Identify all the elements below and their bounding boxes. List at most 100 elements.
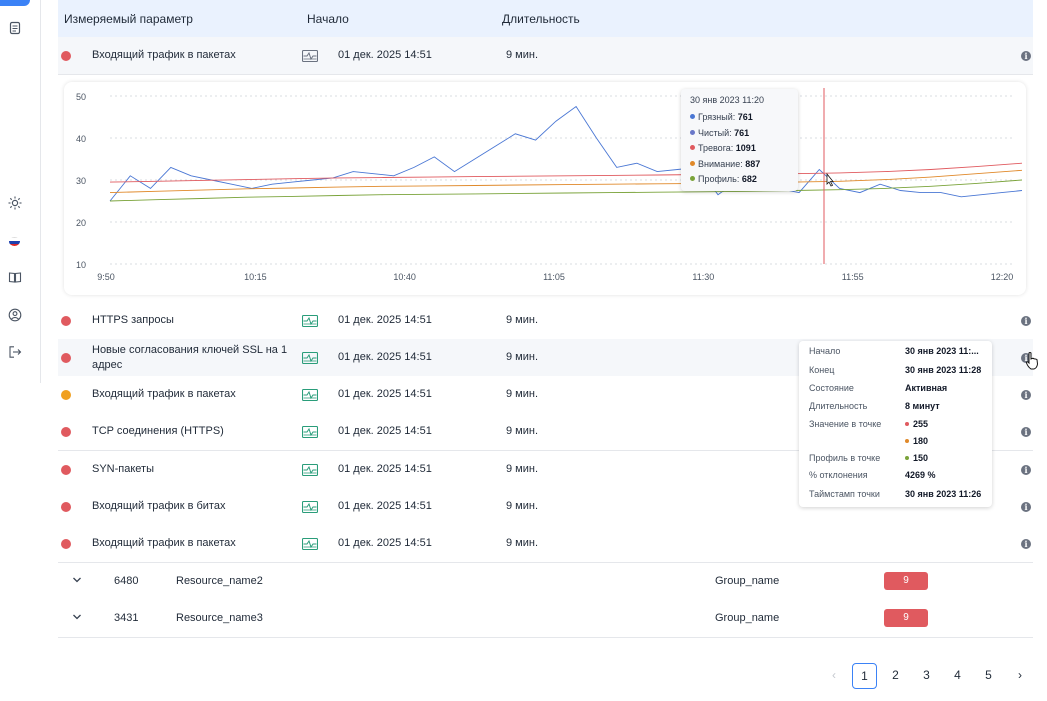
- active-nav-indicator[interactable]: [0, 0, 30, 6]
- chart-toggle-icon[interactable]: [302, 315, 318, 327]
- tooltip-value: 761: [734, 127, 750, 138]
- count-badge: 9: [884, 572, 928, 590]
- detail-value: 30 янв 2023 11:28: [905, 365, 982, 375]
- status-dot: [61, 316, 71, 326]
- duration: 9 мин.: [506, 463, 539, 475]
- series-line: [109, 179, 1023, 202]
- chart-toggle-icon[interactable]: [302, 501, 318, 513]
- page-button[interactable]: 5: [985, 668, 992, 682]
- info-icon[interactable]: i: [1021, 427, 1031, 437]
- info-icon[interactable]: i: [1021, 390, 1031, 400]
- table-row[interactable]: HTTPS запросы 01 дек. 2025 14:51 9 мин. …: [58, 302, 1033, 340]
- detail-value: 255: [905, 419, 928, 429]
- line-chart[interactable]: 50 40 30 20 10 9:50 10:15 10:40 11:05 11:30 11:55 1…: [64, 82, 1026, 295]
- param-name: Новые согласования ключей SSL на 1 адрес: [92, 344, 288, 371]
- legend-dot: [690, 160, 695, 166]
- chart-toggle-icon[interactable]: [302, 538, 318, 550]
- flag-icon[interactable]: [9, 237, 20, 246]
- tooltip-value: 761: [737, 112, 753, 122]
- param-name: TCP соединения (HTTPS): [92, 425, 224, 437]
- param-name: Входящий трафик в битах: [92, 500, 226, 512]
- user-icon[interactable]: [8, 308, 22, 322]
- status-dot: [61, 51, 71, 61]
- x-tick-label: 11:55: [842, 272, 864, 282]
- series-line: [109, 169, 1023, 194]
- chevron-down-icon[interactable]: [72, 612, 82, 622]
- duration: 9 мин.: [506, 314, 539, 326]
- tooltip-label: Тревога:: [698, 143, 734, 153]
- info-icon[interactable]: i: [1021, 316, 1031, 326]
- prev-page-icon[interactable]: ‹: [832, 668, 836, 682]
- resource-name: Resource_name3: [176, 612, 263, 624]
- page-button[interactable]: 3: [923, 668, 930, 682]
- chart-tooltip: 30 янв 2023 11:20 Грязный: 761 Чистый: 76…: [681, 89, 798, 191]
- detail-key: Состояние: [809, 383, 854, 393]
- legend-dot: [690, 145, 695, 150]
- start-time: 01 дек. 2025 14:51: [338, 500, 432, 512]
- hand-cursor-icon: [1025, 352, 1039, 370]
- detail-value-text: 150: [913, 453, 929, 463]
- column-header-start[interactable]: Начало: [307, 12, 349, 26]
- chart-toggle-icon[interactable]: [302, 352, 318, 364]
- detail-value: 4269 %: [905, 470, 936, 480]
- tooltip-item: Грязный: 761: [690, 112, 753, 122]
- info-icon[interactable]: i: [1021, 465, 1031, 475]
- legend-dot: [690, 176, 695, 181]
- group-row[interactable]: 6480 Resource_name2 Group_name 9: [58, 563, 1033, 601]
- y-tick-label: 20: [76, 218, 86, 228]
- info-icon[interactable]: i: [1021, 51, 1031, 61]
- table-row[interactable]: Входящий трафик в пакетах 01 дек. 2025 1…: [58, 37, 1033, 75]
- info-icon[interactable]: i: [1021, 539, 1031, 549]
- x-tick-label: 9:50: [97, 272, 115, 282]
- chart-toggle-icon[interactable]: [302, 389, 318, 401]
- count-badge: 9: [884, 609, 928, 627]
- detail-key: % отклонения: [809, 470, 868, 480]
- document-icon[interactable]: [8, 21, 22, 35]
- duration: 9 мин.: [506, 500, 539, 512]
- page-button[interactable]: 2: [892, 668, 899, 682]
- chevron-down-icon[interactable]: [72, 575, 82, 585]
- info-icon[interactable]: i: [1021, 353, 1031, 363]
- logout-icon[interactable]: [8, 345, 22, 359]
- chart-tooltip-title: 30 янв 2023 11:20: [690, 95, 765, 105]
- legend-dot: [690, 129, 695, 135]
- page-button[interactable]: 4: [954, 668, 961, 682]
- chart-toggle-icon[interactable]: [302, 464, 318, 476]
- param-name: Входящий трафик в пакетах: [92, 388, 236, 400]
- param-name: SYN-пакеты: [92, 463, 154, 475]
- x-tick-label: 10:15: [244, 272, 267, 282]
- series-line: [109, 105, 1023, 202]
- tooltip-label: Грязный:: [698, 112, 736, 122]
- group-row[interactable]: 3431 Resource_name3 Group_name 9: [58, 600, 1033, 638]
- sun-icon[interactable]: [8, 196, 22, 210]
- detail-key: Профиль в точке: [809, 453, 881, 463]
- table-row[interactable]: Входящий трафик в пакетах 01 дек. 2025 1…: [58, 525, 1033, 563]
- start-time: 01 дек. 2025 14:51: [338, 388, 432, 400]
- info-icon[interactable]: i: [1021, 502, 1031, 512]
- detail-value: 30 янв 2023 11:26: [905, 489, 982, 499]
- start-time: 01 дек. 2025 14:51: [338, 425, 432, 437]
- chart-toggle-icon[interactable]: [302, 50, 318, 62]
- tooltip-label: Профиль:: [698, 174, 740, 184]
- duration: 9 мин.: [506, 49, 539, 61]
- start-time: 01 дек. 2025 14:51: [338, 463, 432, 475]
- detail-key: Начало: [809, 346, 841, 356]
- group-id: 6480: [114, 575, 139, 587]
- status-dot: [61, 502, 71, 512]
- column-header-duration[interactable]: Длительность: [502, 12, 580, 26]
- detail-value: 8 минут: [905, 401, 940, 411]
- y-tick-label: 30: [76, 176, 86, 186]
- detail-value: 180: [905, 436, 928, 446]
- group-name: Group_name: [715, 612, 780, 624]
- tooltip-item: Тревога: 1091: [690, 143, 756, 153]
- table-header: Измеряемый параметр Начало Длительность: [58, 0, 1033, 37]
- book-icon[interactable]: [8, 270, 22, 284]
- next-page-icon[interactable]: ›: [1018, 668, 1022, 682]
- page-button[interactable]: 1: [852, 663, 877, 689]
- detail-value-text: 180: [913, 436, 929, 446]
- chart-toggle-icon[interactable]: [302, 426, 318, 438]
- sidebar: [0, 0, 41, 383]
- param-name: Входящий трафик в пакетах: [92, 537, 236, 549]
- column-header-param[interactable]: Измеряемый параметр: [64, 12, 193, 26]
- pointer-cursor-icon: [826, 172, 834, 187]
